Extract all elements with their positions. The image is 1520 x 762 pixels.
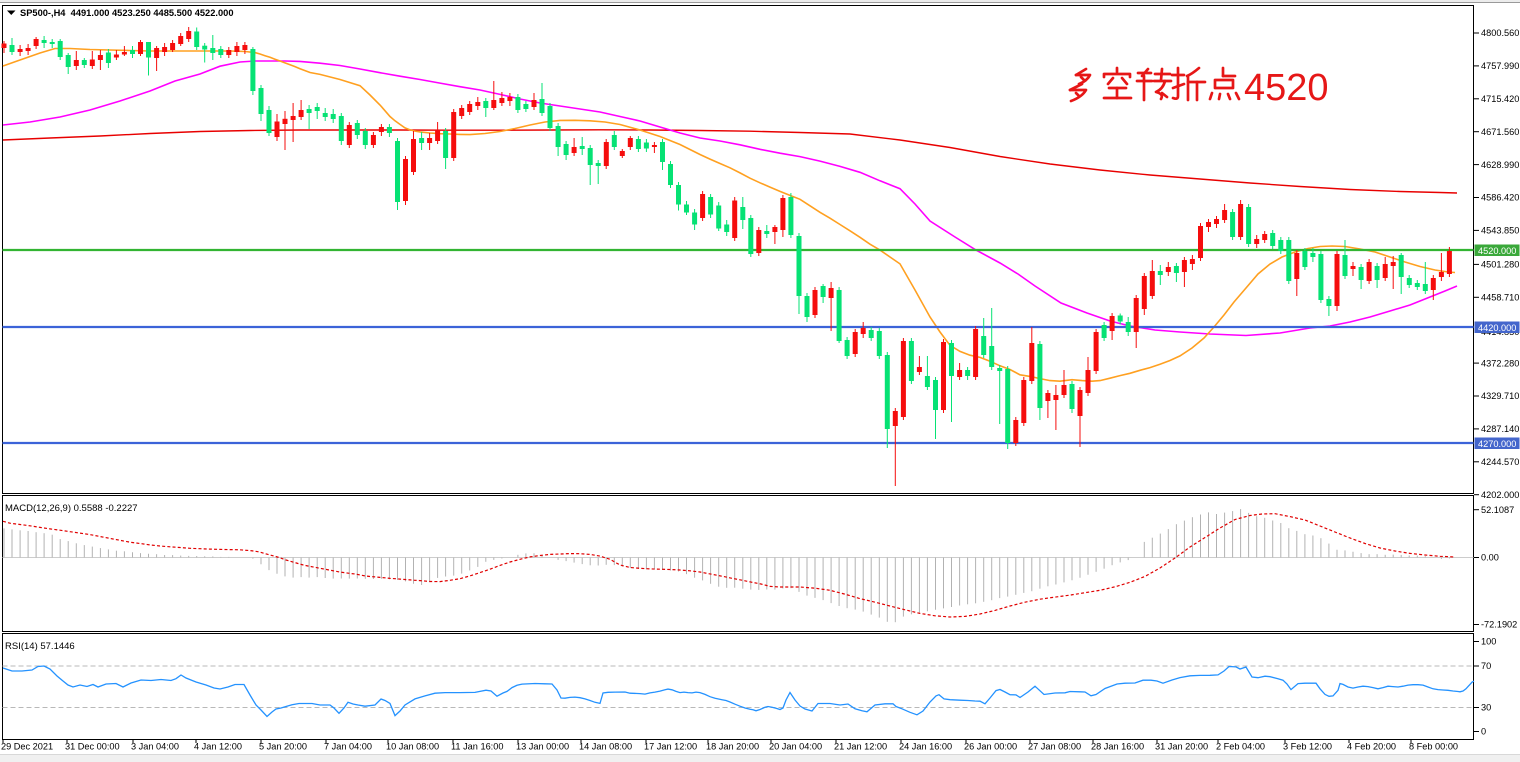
svg-text:4501.280: 4501.280 (1481, 260, 1519, 270)
svg-text:14 Jan 08:00: 14 Jan 08:00 (579, 742, 632, 752)
svg-text:4800.560: 4800.560 (1481, 28, 1519, 38)
svg-text:7 Jan 04:00: 7 Jan 04:00 (324, 742, 372, 752)
svg-text:MACD(12,26,9) 0.5588 -0.2227: MACD(12,26,9) 0.5588 -0.2227 (5, 503, 138, 514)
svg-text:4420.000: 4420.000 (1478, 323, 1516, 333)
svg-text:4 Feb 20:00: 4 Feb 20:00 (1347, 742, 1396, 752)
svg-text:4628.990: 4628.990 (1481, 160, 1519, 170)
svg-text:4757.990: 4757.990 (1481, 61, 1519, 71)
svg-text:4 Jan 12:00: 4 Jan 12:00 (194, 742, 242, 752)
svg-text:4372.280: 4372.280 (1481, 358, 1519, 368)
svg-text:4329.710: 4329.710 (1481, 391, 1519, 401)
svg-text:31 Dec 00:00: 31 Dec 00:00 (65, 742, 120, 752)
svg-text:3 Jan 04:00: 3 Jan 04:00 (131, 742, 179, 752)
svg-text:4458.710: 4458.710 (1481, 293, 1519, 303)
svg-text:2 Feb 04:00: 2 Feb 04:00 (1216, 742, 1265, 752)
svg-text:11 Jan 16:00: 11 Jan 16:00 (451, 742, 503, 752)
svg-text:17 Jan 12:00: 17 Jan 12:00 (644, 742, 697, 752)
svg-text:52.1087: 52.1087 (1481, 505, 1514, 515)
svg-text:-72.1902: -72.1902 (1481, 620, 1517, 630)
svg-text:8 Feb 00:00: 8 Feb 00:00 (1409, 742, 1458, 752)
svg-text:0.00: 0.00 (1481, 553, 1499, 563)
svg-text:4287.140: 4287.140 (1481, 424, 1519, 434)
svg-text:27 Jan 08:00: 27 Jan 08:00 (1028, 742, 1081, 752)
svg-text:4520.000: 4520.000 (1478, 246, 1516, 256)
svg-text:31 Jan 20:00: 31 Jan 20:00 (1155, 742, 1208, 752)
svg-text:4270.000: 4270.000 (1478, 439, 1516, 449)
svg-text:SP500-,H4 4491.000 4523.250 4: SP500-,H4 4491.000 4523.250 4485.500 452… (20, 8, 234, 18)
svg-text:30: 30 (1481, 703, 1491, 713)
svg-text:70: 70 (1481, 661, 1491, 671)
svg-text:RSI(14) 57.1446: RSI(14) 57.1446 (5, 641, 75, 652)
svg-text:4543.850: 4543.850 (1481, 226, 1519, 236)
svg-text:4244.570: 4244.570 (1481, 457, 1519, 467)
svg-text:21 Jan 12:00: 21 Jan 12:00 (834, 742, 887, 752)
svg-text:18 Jan 20:00: 18 Jan 20:00 (706, 742, 759, 752)
svg-text:24 Jan 16:00: 24 Jan 16:00 (899, 742, 952, 752)
svg-text:20 Jan 04:00: 20 Jan 04:00 (769, 742, 822, 752)
svg-text:26 Jan 00:00: 26 Jan 00:00 (964, 742, 1017, 752)
svg-text:0: 0 (1481, 727, 1486, 737)
svg-text:28 Jan 16:00: 28 Jan 16:00 (1091, 742, 1144, 752)
svg-text:29 Dec 2021: 29 Dec 2021 (1, 742, 53, 752)
svg-text:4520: 4520 (1244, 67, 1329, 109)
svg-text:4202.000: 4202.000 (1481, 490, 1519, 500)
svg-text:4586.420: 4586.420 (1481, 193, 1519, 203)
svg-text:4715.420: 4715.420 (1481, 94, 1519, 104)
svg-text:4671.560: 4671.560 (1481, 127, 1519, 137)
svg-text:100: 100 (1481, 637, 1496, 647)
svg-text:5 Jan 20:00: 5 Jan 20:00 (259, 742, 307, 752)
svg-text:10 Jan 08:00: 10 Jan 08:00 (386, 742, 439, 752)
svg-text:13 Jan 00:00: 13 Jan 00:00 (516, 742, 569, 752)
svg-text:3 Feb 12:00: 3 Feb 12:00 (1283, 742, 1332, 752)
